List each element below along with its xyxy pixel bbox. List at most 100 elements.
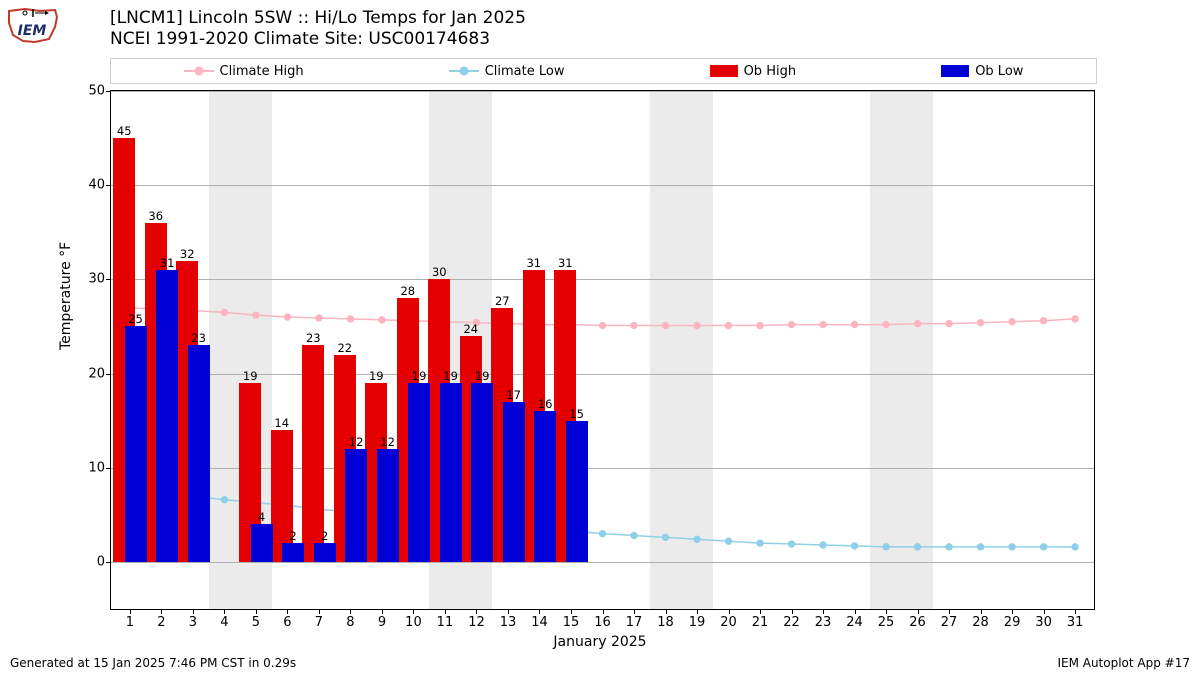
xtick-label: 22 [783,615,800,630]
ob-low-bar-label: 19 [475,369,490,383]
ob-high-bar-label: 19 [243,369,258,383]
climate-high-marker [1009,319,1015,325]
xtick-label: 13 [500,615,517,630]
climate-low-marker [914,544,920,550]
xtick-label: 27 [941,615,958,630]
ob-low-bar-label: 2 [289,529,296,543]
xtick-label: 12 [468,615,485,630]
climate-high-marker [316,315,322,321]
xtick-label: 25 [878,615,895,630]
xtick-label: 24 [846,615,863,630]
ob-high-bar-label: 24 [463,322,478,336]
ob-high-bar-label: 36 [148,209,163,223]
title-line-1: [LNCM1] Lincoln 5SW :: Hi/Lo Temps for J… [110,8,526,29]
xtick-label: 23 [815,615,832,630]
ob-high-bar-label: 31 [526,256,541,270]
xtick-label: 10 [405,615,422,630]
ob-high-bar-label: 27 [495,294,510,308]
footer-generated: Generated at 15 Jan 2025 7:46 PM CST in … [10,656,296,670]
climate-low-marker [757,540,763,546]
ob-low-bar-label: 16 [538,397,553,411]
ob-low-bar [566,421,588,562]
xtick-label: 14 [531,615,548,630]
climate-low-marker [725,538,731,544]
ytick-label: 50 [88,84,105,99]
xtick-label: 16 [594,615,611,630]
ob-low-bar-label: 4 [258,510,265,524]
ob-low-bar [440,383,462,562]
ob-low-bar [125,326,147,561]
gridline [111,374,1094,375]
ob-low-bar-label: 19 [443,369,458,383]
footer-app: IEM Autoplot App #17 [1057,656,1190,670]
ob-high-bar-label: 23 [306,331,321,345]
xtick-label: 20 [720,615,737,630]
title-line-2: NCEI 1991-2020 Climate Site: USC00174683 [110,29,526,50]
ob-high-bar-label: 28 [400,284,415,298]
xtick-label: 11 [437,615,454,630]
climate-low-marker [883,544,889,550]
ob-low-bar-label: 19 [412,369,427,383]
climate-low-marker [820,542,826,548]
x-axis-label: January 2025 [0,634,1200,650]
ob-low-bar-label: 12 [349,435,364,449]
climate-high-marker [851,321,857,327]
ob-low-bar [188,345,210,562]
climate-high-marker [788,321,794,327]
ob-low-bar [534,411,556,562]
xtick-label: 5 [252,615,260,630]
ytick-label: 10 [88,460,105,475]
ob-low-bar [408,383,430,562]
ob-high-bar-label: 32 [180,247,195,261]
ob-low-bar-label: 17 [506,388,521,402]
xtick-label: 2 [157,615,165,630]
ob-high-bar-label: 30 [432,265,447,279]
gridline [111,185,1094,186]
climate-low-marker [1009,544,1015,550]
xtick-label: 15 [563,615,580,630]
gridline [111,279,1094,280]
climate-high-marker [914,320,920,326]
ytick-label: 20 [88,366,105,381]
xtick-label: 8 [346,615,354,630]
ob-low-bar [251,524,273,562]
gridline [111,562,1094,563]
svg-text:IEM: IEM [18,23,47,39]
xtick-label: 26 [909,615,926,630]
climate-high-marker [253,312,259,318]
ob-low-bar [156,270,178,562]
xtick-label: 4 [220,615,228,630]
climate-high-marker [820,321,826,327]
ytick-label: 40 [88,178,105,193]
legend-climate-high: Climate High [184,64,304,79]
ob-low-bar-label: 15 [569,407,584,421]
climate-low-marker [788,541,794,547]
ob-low-bar [503,402,525,562]
legend-ob-low: Ob Low [941,64,1023,79]
xtick-label: 19 [689,615,706,630]
ob-low-bar [345,449,367,562]
climate-high-marker [599,322,605,328]
xtick-label: 6 [283,615,291,630]
climate-high-marker [379,317,385,323]
climate-low-marker [1072,544,1078,550]
ob-high-bar-label: 45 [117,124,132,138]
climate-high-marker [1072,316,1078,322]
climate-high-marker [694,322,700,328]
ob-low-bar [377,449,399,562]
xtick-label: 17 [626,615,643,630]
y-axis-label: Temperature °F [58,242,74,350]
ob-low-bar [282,543,304,562]
ob-high-bar-label: 14 [274,416,289,430]
ob-low-bar-label: 12 [380,435,395,449]
climate-low-marker [631,532,637,538]
climate-low-marker [662,534,668,540]
xtick-label: 31 [1067,615,1084,630]
xtick-label: 3 [189,615,197,630]
xtick-label: 7 [315,615,323,630]
ob-high-bar-label: 31 [558,256,573,270]
ytick-label: 0 [97,554,105,569]
ob-low-bar-label: 23 [191,331,206,345]
ob-low-bar-label: 2 [321,529,328,543]
iem-logo: IEM [5,5,60,45]
